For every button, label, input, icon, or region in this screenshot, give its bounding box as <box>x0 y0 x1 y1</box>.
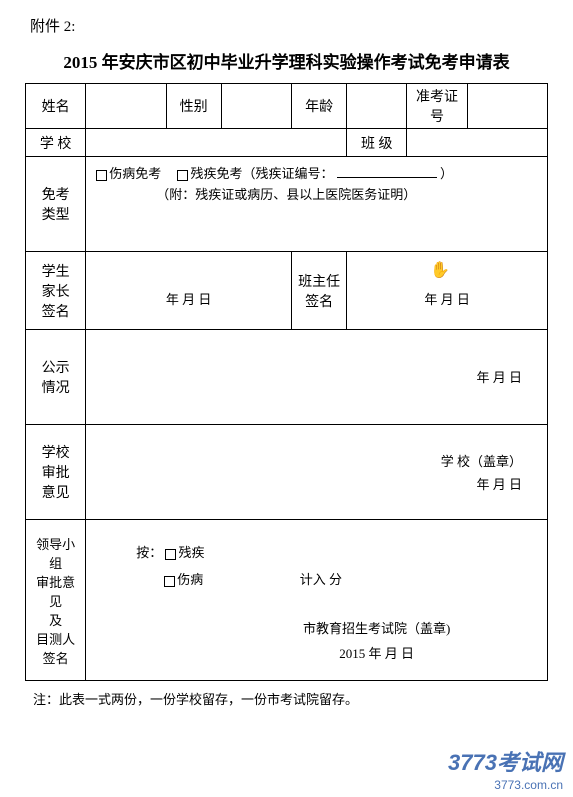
exempt-type-field[interactable]: 伤病免考 残疾免考（残疾证编号： ） （附：残疾证或病历、县以上医院医务证明） <box>86 157 548 252</box>
publicity-label: 公示 情况 <box>26 330 86 425</box>
leader-injury-checkbox-icon[interactable] <box>164 576 175 587</box>
disability-checkbox-icon[interactable] <box>177 170 188 181</box>
hand-cursor-icon: ✋ <box>430 260 450 280</box>
school-label: 学 校 <box>26 129 86 157</box>
watermark-url: 3773.com.cn <box>494 778 563 792</box>
school-approval-field[interactable]: 学 校（盖章） 年 月 日 <box>86 425 548 520</box>
exam-id-label: 准考证号 <box>407 84 467 129</box>
name-label: 姓名 <box>26 84 86 129</box>
attachment-label: 附件 2: <box>30 15 548 36</box>
watermark-logo: 3773考试网 <box>448 745 563 777</box>
class-label: 班 级 <box>347 129 407 157</box>
gender-label: 性别 <box>166 84 221 129</box>
school-approval-label: 学校 审批 意见 <box>26 425 86 520</box>
page-title: 2015 年安庆市区初中毕业升学理科实验操作考试免考申请表 <box>25 48 548 73</box>
school-stamp: 学 校（盖章） <box>90 451 522 470</box>
school-approval-date: 年 月 日 <box>90 474 522 493</box>
leader-approval-field[interactable]: 按： 残疾 伤病 计入 分 市教育招生考试院（盖章) 2015 年 月 日 <box>86 520 548 681</box>
exempt-note: （附：残疾证或病历、县以上医院医务证明） <box>96 184 537 203</box>
parent-sign-field[interactable]: 年 月 日 <box>86 252 292 330</box>
exempt-type-label: 免考 类型 <box>26 157 86 252</box>
age-label: 年龄 <box>291 84 346 129</box>
class-field[interactable] <box>407 129 548 157</box>
leader-stamp: 市教育招生考试院（盖章) <box>106 618 527 637</box>
gender-field[interactable] <box>221 84 291 129</box>
parent-date: 年 月 日 <box>166 292 212 307</box>
press-label: 按： <box>136 545 162 560</box>
paren-close: ） <box>440 166 453 181</box>
form-table: 姓名 性别 年龄 准考证号 学 校 班 级 免考 类型 伤病免考 残疾免考（残疾… <box>25 83 548 681</box>
leader-injury-label: 伤病 <box>177 572 203 587</box>
publicity-field[interactable]: 年 月 日 <box>86 330 548 425</box>
school-field[interactable] <box>86 129 347 157</box>
leader-disability-label: 残疾 <box>178 545 204 560</box>
injury-checkbox-icon[interactable] <box>96 170 107 181</box>
footnote: 注：此表一式两份，一份学校留存，一份市考试院留存。 <box>33 689 548 708</box>
leader-disability-checkbox-icon[interactable] <box>165 549 176 560</box>
leader-approval-label: 领导小组 审批意见 及 目测人 签名 <box>26 520 86 681</box>
age-field[interactable] <box>347 84 407 129</box>
score-label: 计入 分 <box>300 572 342 587</box>
name-field[interactable] <box>86 84 166 129</box>
leader-date: 2015 年 月 日 <box>106 643 527 662</box>
parent-sign-label: 学生 家长 签名 <box>26 252 86 330</box>
disability-checkbox-label: 残疾免考（残疾证编号： <box>190 166 333 181</box>
exam-id-field[interactable] <box>467 84 547 129</box>
teacher-sign-label: 班主任 签名 <box>291 252 346 330</box>
publicity-date: 年 月 日 <box>476 370 522 385</box>
injury-checkbox-label: 伤病免考 <box>109 166 161 181</box>
teacher-date: 年 月 日 <box>424 292 470 307</box>
